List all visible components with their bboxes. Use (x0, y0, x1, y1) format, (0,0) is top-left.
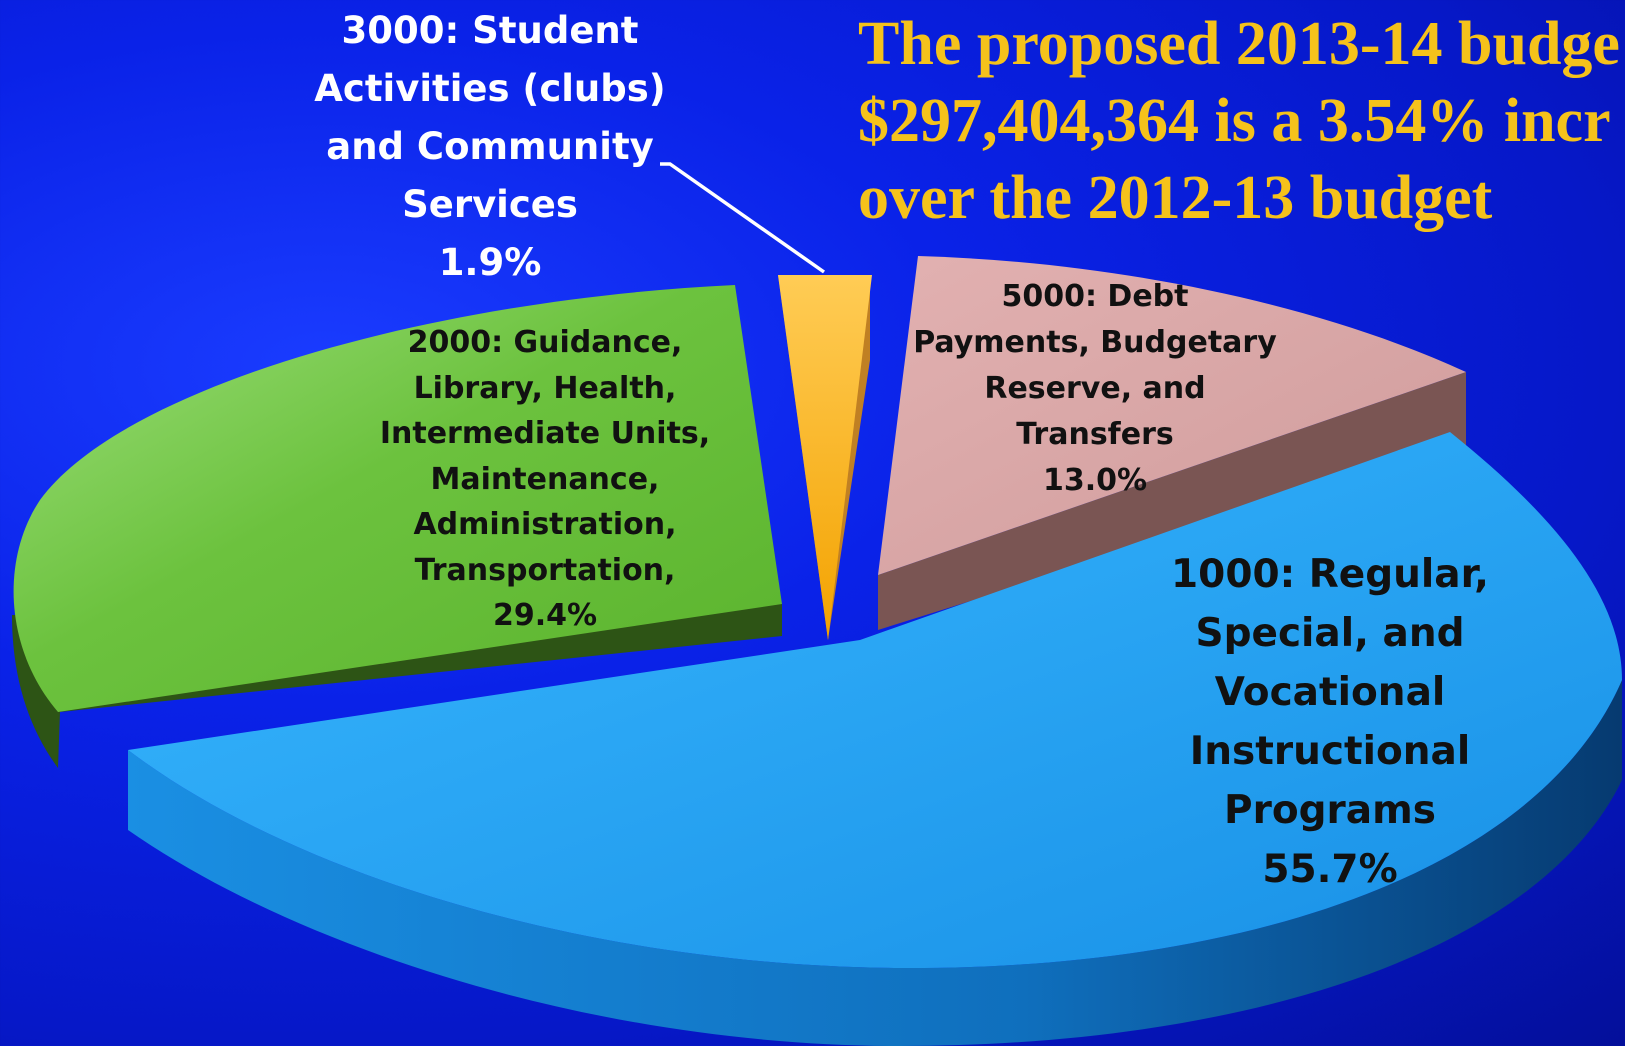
headline-line-1: The proposed 2013-14 budge (858, 10, 1620, 78)
slice-label-2000-line: 2000: Guidance, (407, 325, 683, 360)
slice-2000-top (13, 285, 783, 712)
slice-label-3000-line: Activities (clubs) (314, 67, 666, 110)
slice-label-1000-line: Special, and (1195, 611, 1465, 656)
slice-label-5000-line: 5000: Debt (1001, 279, 1189, 314)
slice-label-2000: 2000: Guidance, Library, Health, Interme… (365, 320, 725, 639)
slice-1000-top (128, 432, 1622, 969)
slice-label-2000-line: Transportation, (414, 552, 676, 588)
slice-label-3000-line: and Community (326, 125, 654, 168)
slice-percent-2000: 29.4% (492, 598, 598, 633)
leader-line-3000 (660, 162, 826, 274)
slice-3000-top (778, 275, 872, 640)
slice-label-3000-line: Services (402, 183, 578, 226)
slice-label-2000-line: Library, Health, (413, 370, 677, 406)
slice-5000-top (878, 256, 1466, 575)
slice-label-2000-line: Maintenance, (430, 461, 660, 497)
slice-5000-side (878, 372, 1466, 630)
slice-label-1000: 1000: Regular, Special, and Vocational I… (1130, 545, 1530, 899)
slice-percent-3000: 1.9% (438, 241, 542, 284)
slice-label-2000-line: Administration, (413, 507, 677, 542)
slice-label-5000-line: Reserve, and (984, 371, 1206, 406)
headline: The proposed 2013-14 budge $297,404,364 … (858, 6, 1625, 237)
slice-1000-side (128, 680, 1622, 1046)
headline-line-2: $297,404,364 is a 3.54% incr (858, 87, 1611, 155)
slice-label-3000: 3000: Student Activities (clubs) and Com… (300, 2, 680, 292)
slice-label-2000-line: Intermediate Units, (379, 416, 711, 451)
slice-label-1000-line: Instructional (1189, 729, 1471, 774)
slice-label-5000-line: Transfers (1016, 417, 1174, 452)
slice-label-5000: 5000: Debt Payments, Budgetary Reserve, … (905, 274, 1285, 504)
slice-label-5000-line: Payments, Budgetary (913, 325, 1277, 360)
slice-percent-5000: 13.0% (1042, 463, 1148, 498)
slice-label-1000-line: Vocational (1214, 670, 1446, 715)
slice-label-3000-line: 3000: Student (341, 9, 639, 52)
headline-line-3: over the 2012-13 budget (858, 164, 1493, 232)
slice-label-1000-line: Programs (1224, 788, 1436, 833)
slice-percent-1000: 55.7% (1262, 847, 1398, 892)
slice-label-1000-line: 1000: Regular, (1171, 552, 1489, 597)
